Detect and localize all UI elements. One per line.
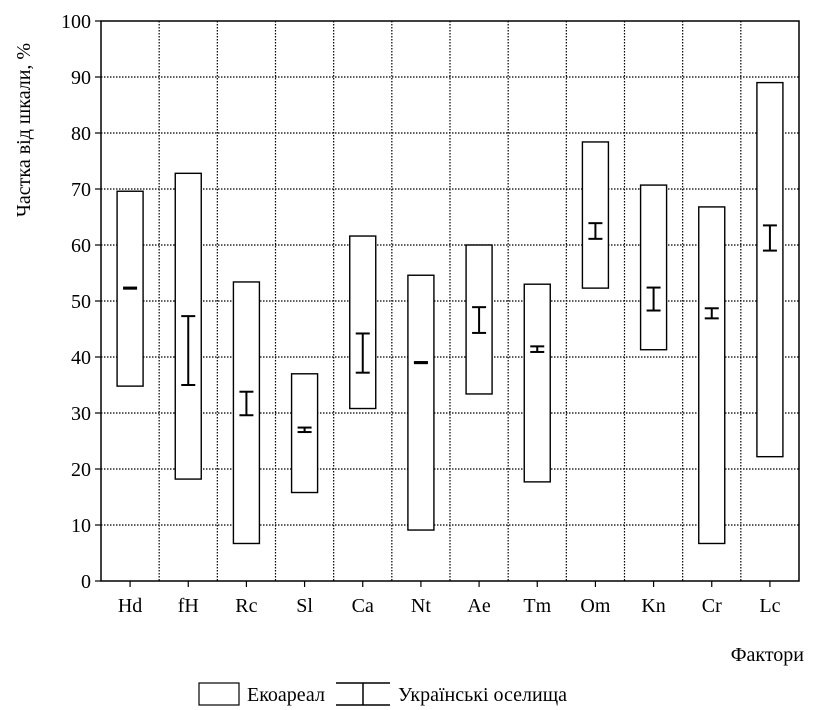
- y-tick-label: 100: [61, 11, 91, 33]
- legend-label-ecoareal: Екоареал: [247, 684, 325, 706]
- error-bar-Lc: [762, 224, 777, 252]
- range-box-Sl: [290, 373, 319, 494]
- y-tick-label: 40: [71, 347, 91, 369]
- y-tick-label: 30: [71, 403, 91, 425]
- range-box-Lc: [756, 81, 784, 458]
- range-box-Cr: [698, 206, 726, 545]
- legend-label-ukrainian-habitats: Українські оселища: [398, 684, 567, 706]
- error-bar-Ca: [355, 332, 370, 374]
- error-bar-Ae: [472, 306, 487, 334]
- x-tick-label: Om: [580, 595, 610, 617]
- error-bar-Nt: [413, 361, 428, 365]
- x-tick-label: Ca: [352, 595, 374, 617]
- error-bar-Cr: [704, 307, 719, 320]
- range-box-Om: [581, 141, 610, 289]
- y-tick-label: 10: [71, 515, 91, 537]
- y-axis-ticks: 0 10 20 30 40 50 60 70 80 90 100: [61, 11, 101, 593]
- y-tick-label: 90: [71, 67, 91, 89]
- y-tick-label: 60: [71, 235, 91, 257]
- x-axis-title: Фактори: [731, 644, 805, 666]
- error-bar-Sl: [297, 426, 312, 434]
- legend-swatch-error-bar: [336, 682, 390, 706]
- error-bar-Tm: [530, 345, 545, 353]
- x-axis-ticks: Hd fH Rc Sl Ca Nt Ae Tm Om Kn Cr Lc: [118, 581, 781, 617]
- y-tick-label: 70: [71, 179, 91, 201]
- x-tick-label: Sl: [296, 595, 313, 617]
- x-tick-label: Lc: [759, 595, 780, 617]
- x-tick-label: Hd: [118, 595, 142, 617]
- grid-layer: [101, 21, 799, 581]
- legend-swatch-range-box: [198, 682, 240, 706]
- error-bar-Kn: [646, 286, 661, 312]
- x-tick-label: Ae: [467, 595, 490, 617]
- error-bar-Hd: [123, 286, 138, 290]
- x-tick-label: Rc: [235, 595, 257, 617]
- range-box-Ca: [349, 235, 377, 410]
- legend: Екоареал Українські оселища: [198, 682, 567, 706]
- range-box-Nt: [407, 274, 435, 531]
- y-tick-label: 0: [81, 571, 91, 593]
- x-tick-label: Tm: [523, 595, 551, 617]
- y-tick-label: 80: [71, 123, 91, 145]
- y-tick-label: 50: [71, 291, 91, 313]
- error-bar-fH: [181, 315, 196, 386]
- x-tick-label: Cr: [702, 595, 722, 617]
- range-box-Kn: [639, 184, 668, 351]
- y-tick-label: 20: [71, 459, 91, 481]
- range-box-Tm: [523, 283, 551, 483]
- error-bars: [123, 222, 777, 434]
- error-bar-Om: [588, 222, 603, 240]
- x-tick-label: fH: [178, 595, 199, 617]
- x-tick-label: Nt: [411, 595, 431, 617]
- y-axis-title: Частка від шкали, %: [13, 43, 35, 217]
- error-bar-Rc: [239, 390, 254, 417]
- x-tick-label: Kn: [641, 595, 665, 617]
